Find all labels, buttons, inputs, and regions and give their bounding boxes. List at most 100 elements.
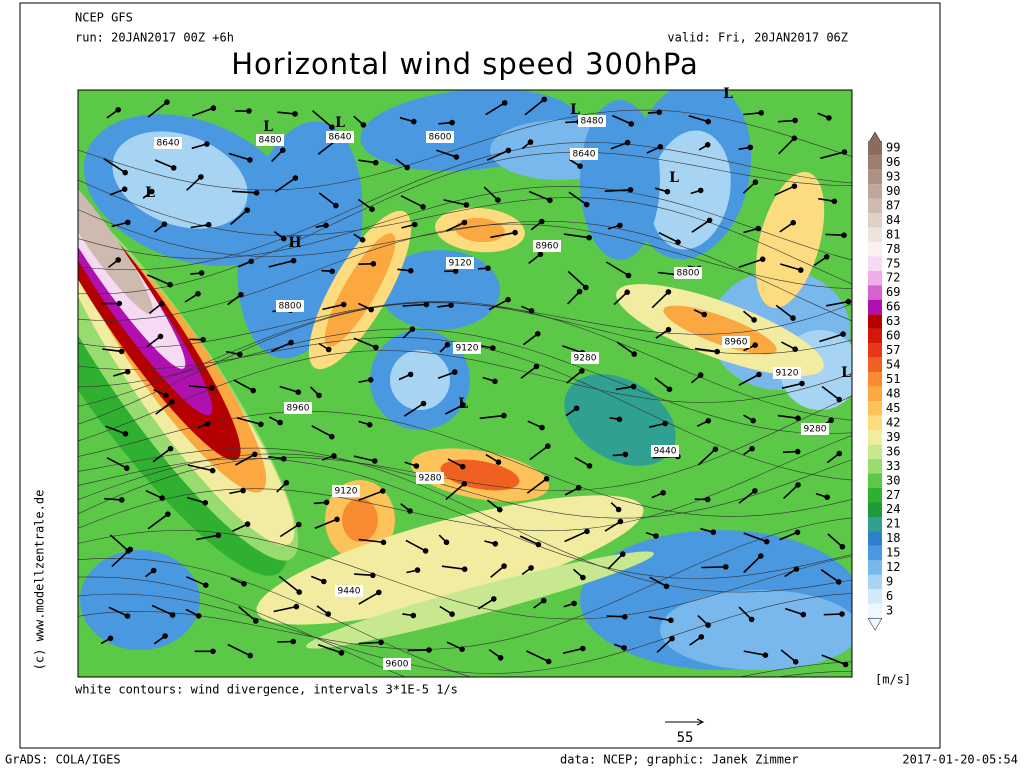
wind-vector [322, 303, 344, 311]
wind-vector-head [665, 326, 672, 333]
wind-vector-head [495, 459, 502, 466]
wind-vector-head [164, 99, 170, 105]
contour-label: 9120 [335, 487, 358, 497]
colorbar-swatch [868, 227, 882, 243]
colorbar-label: 96 [886, 155, 900, 169]
wind-vector-head [121, 186, 128, 192]
wind-vector-head [320, 578, 327, 585]
wind-vector-head [124, 368, 131, 375]
wind-vector-head [759, 256, 766, 263]
wind-vector-head [295, 521, 302, 528]
colorbar-label: 27 [886, 488, 900, 502]
wind-vector-head [119, 497, 125, 503]
wind-vector-head [495, 197, 501, 203]
wind-vector [821, 385, 840, 401]
wind-vector [743, 650, 766, 656]
wind-vector [232, 190, 257, 194]
wind-vector-head [414, 567, 421, 573]
colorbar-swatch [868, 343, 882, 358]
colorbar-swatch [868, 184, 882, 199]
colorbar-label: 9 [886, 575, 893, 589]
height-contour [78, 557, 852, 677]
wind-vector-head [664, 188, 671, 195]
map [78, 90, 852, 677]
wind-vector-head [283, 479, 290, 486]
wind-vector-head [586, 234, 592, 241]
contour-label: 9120 [776, 369, 799, 379]
wind-vector-head [253, 190, 260, 196]
wind-vector [108, 606, 128, 617]
wind-vector [656, 638, 673, 653]
wind-vector-head [459, 463, 466, 470]
contour-label-box [533, 240, 561, 252]
wind-vector-head [675, 239, 681, 245]
wind-vector-head [247, 652, 253, 659]
wind-vector-head [756, 371, 762, 378]
wind-vector-head [292, 111, 298, 117]
wind-vector [777, 414, 799, 419]
wind-vector [104, 497, 122, 501]
wind-vector [821, 654, 846, 666]
wind-vector [279, 385, 299, 393]
colorbar-swatch [868, 169, 882, 185]
wind-vector-head [795, 415, 801, 422]
colorbar-label: 78 [886, 242, 900, 256]
wind-vector-head [547, 197, 553, 204]
wind-vector [186, 576, 207, 586]
wind-vector-head [841, 232, 847, 238]
wind-vector-head [368, 306, 375, 313]
wind-vector-head [505, 147, 512, 154]
wind-vector-head [461, 480, 468, 487]
colorbar-swatch [868, 531, 882, 546]
colorbar-swatch [868, 401, 882, 416]
wind-vector-head [712, 446, 719, 453]
wind-vector-head [543, 475, 550, 482]
wind-vector-head [757, 553, 764, 559]
wind-vector [825, 233, 845, 236]
wind-vector [405, 539, 426, 552]
contour-label-box [722, 336, 750, 348]
wind-vector [606, 615, 625, 618]
colorbar-swatch [868, 386, 882, 402]
wind-vector-head [407, 371, 414, 378]
wind-vector-head [705, 622, 711, 628]
pressure-center: L [145, 185, 155, 201]
wind-vector-head [280, 455, 287, 462]
wind-vector [146, 335, 161, 348]
colorbar-swatch [868, 502, 882, 517]
colorbar-label: 57 [886, 343, 900, 357]
wind-vector-head [116, 300, 123, 307]
height-contour [78, 458, 852, 579]
contour-label-box [276, 300, 304, 312]
wind-vector-head [653, 533, 659, 539]
height-contour [78, 328, 852, 434]
pressure-center: H [288, 235, 301, 251]
wind-vector-head [410, 118, 417, 125]
wind-vector-head [157, 333, 164, 340]
colorbar-label: 51 [886, 372, 900, 386]
colorbar-swatch [868, 357, 882, 373]
wind-vector-head [497, 654, 504, 661]
wind-vector-head [195, 613, 202, 619]
wind-vector-head [463, 202, 470, 208]
wind-vector [488, 298, 509, 311]
wind-vector-head [665, 289, 672, 295]
wind-vector-head [380, 539, 387, 546]
wind-area [755, 171, 825, 309]
wind-vector-head [628, 121, 635, 127]
wind-vector [147, 101, 168, 118]
wind-vector [196, 534, 219, 541]
wind-vector-head [630, 383, 637, 390]
wind-vector-head [277, 419, 283, 426]
wind-vector [823, 613, 843, 616]
wind-vector-head [170, 165, 177, 171]
wind-vector [437, 371, 456, 380]
wind-vector-head [528, 565, 534, 571]
wind-vector [775, 304, 794, 319]
wind-vector-head [127, 546, 133, 553]
wind-vector [701, 566, 726, 569]
colorbar-swatch [868, 271, 882, 286]
wind-vector-head [794, 448, 801, 455]
contour-label: 9600 [386, 660, 409, 670]
wind-vector [271, 341, 292, 353]
